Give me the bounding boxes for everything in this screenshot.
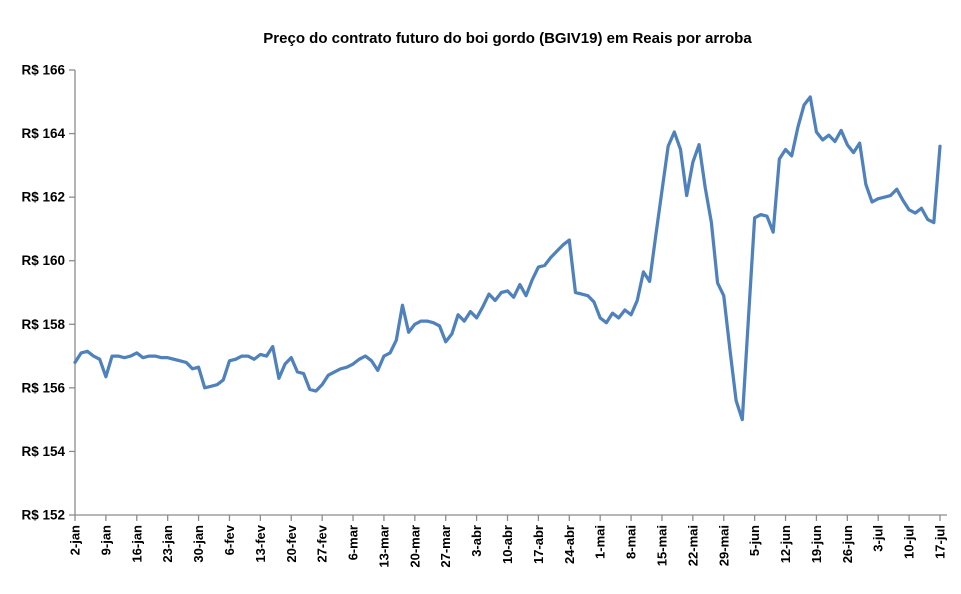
x-axis-label: 10-jul — [902, 525, 917, 559]
x-axis-label: 29-mai — [716, 525, 731, 566]
y-axis-label: R$ 152 — [21, 508, 65, 523]
x-axis-label: 30-jan — [191, 525, 206, 563]
x-axis-label: 9-jan — [98, 525, 113, 555]
x-axis-label: 6-fev — [222, 524, 237, 555]
x-axis-label: 13-mar — [376, 525, 391, 568]
x-axis-label: 19-jun — [809, 525, 824, 563]
x-axis-label: 17-abr — [531, 525, 546, 564]
y-axis-label: R$ 158 — [21, 317, 65, 332]
x-axis-label: 13-fev — [253, 524, 268, 562]
x-axis-label: 26-jun — [840, 525, 855, 563]
x-axis-label: 5-jun — [747, 525, 762, 556]
x-axis-label: 3-abr — [469, 525, 484, 557]
x-axis-label: 27-fev — [315, 524, 330, 562]
x-axis-label: 20-fev — [284, 524, 299, 562]
x-axis-label: 3-jul — [871, 525, 886, 552]
y-axis-label: R$ 160 — [21, 253, 65, 268]
x-axis-label: 12-jun — [778, 525, 793, 563]
x-axis-label: 16-jan — [129, 525, 144, 563]
y-axis-label: R$ 156 — [21, 380, 65, 395]
x-axis-label: 15-mai — [654, 525, 669, 566]
x-axis-label: 6-mar — [346, 525, 361, 560]
x-axis-label: 1-mai — [593, 525, 608, 559]
x-axis-label: 20-mar — [407, 525, 422, 568]
y-axis-label: R$ 164 — [21, 126, 65, 141]
y-axis-label: R$ 162 — [21, 190, 65, 205]
x-axis-label: 10-abr — [500, 525, 515, 564]
x-axis-label: 27-mar — [438, 525, 453, 568]
x-axis-label: 8-mai — [624, 525, 639, 559]
x-axis-label: 17-jul — [933, 525, 948, 559]
y-axis-label: R$ 166 — [21, 63, 65, 78]
x-axis-label: 2-jan — [68, 525, 83, 555]
chart-title: Preço do contrato futuro do boi gordo (B… — [263, 30, 752, 47]
price-line — [73, 95, 942, 422]
x-axis-label: 22-mai — [685, 525, 700, 566]
y-axis-label: R$ 154 — [21, 444, 65, 459]
x-axis-label: 24-abr — [562, 525, 577, 564]
x-axis-label: 23-jan — [160, 525, 175, 563]
